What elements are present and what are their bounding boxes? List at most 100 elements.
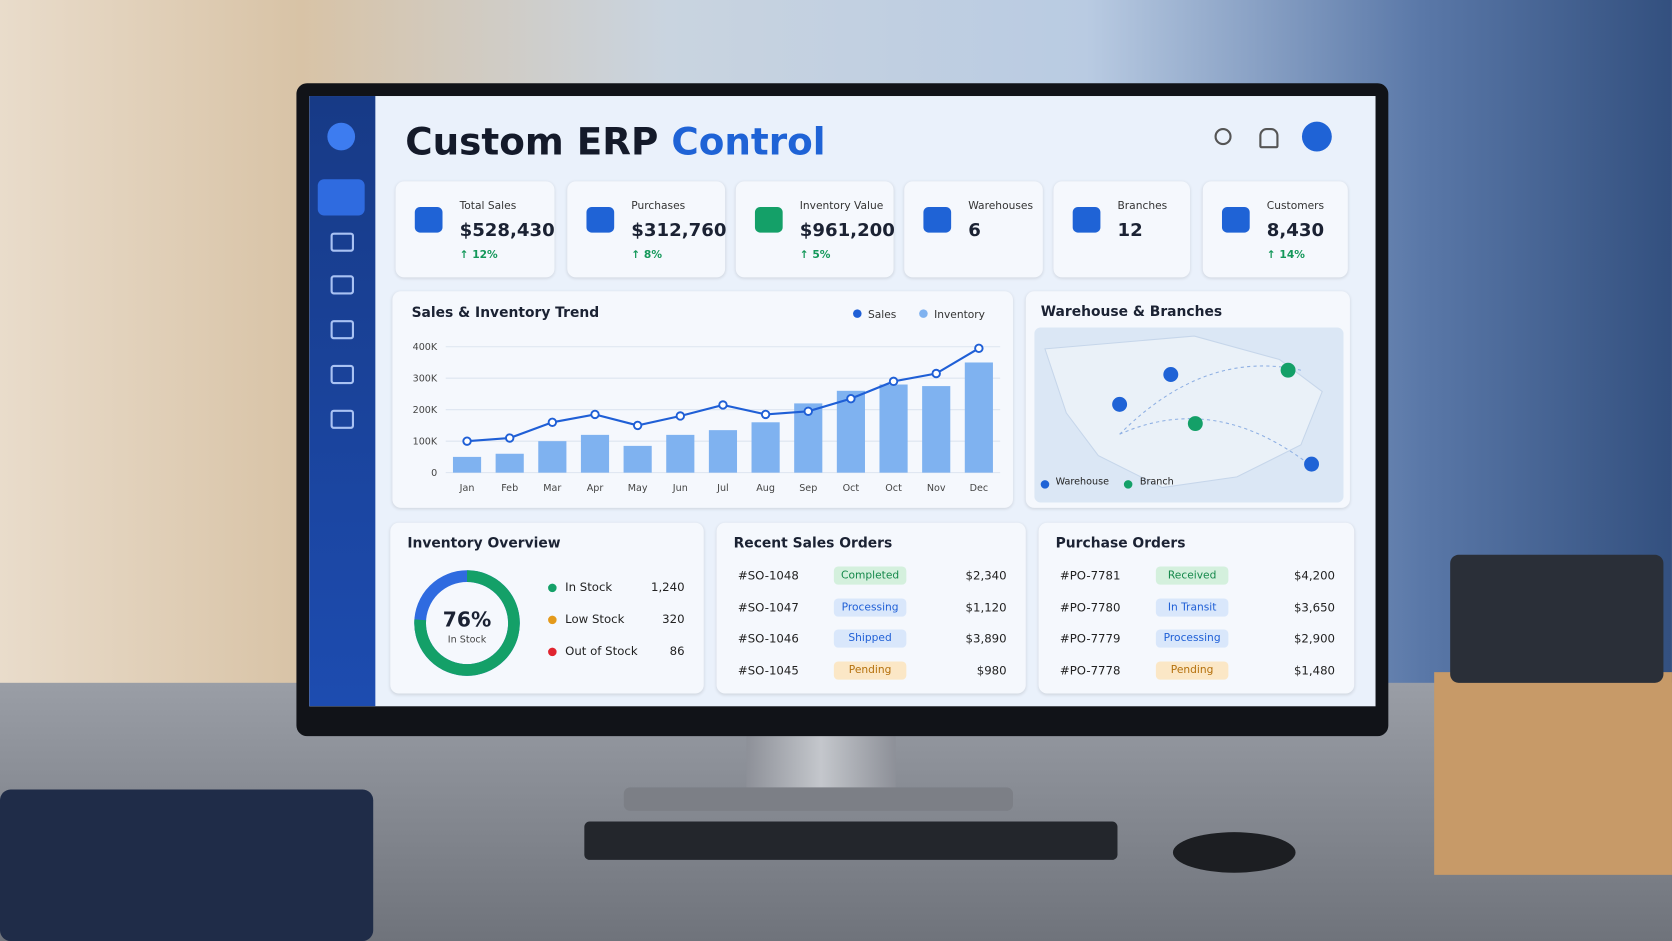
nav-cart[interactable] bbox=[330, 275, 355, 295]
line-point bbox=[718, 400, 728, 410]
nav-warehouse[interactable] bbox=[330, 364, 355, 385]
avatar[interactable] bbox=[1301, 121, 1332, 152]
order-amount: $1,480 bbox=[1293, 663, 1336, 677]
inventory-count: 1,240 bbox=[650, 580, 685, 595]
x-tick-label: Jul bbox=[716, 483, 729, 494]
bar bbox=[623, 445, 652, 473]
kpi-value: $961,200 bbox=[799, 219, 895, 242]
bar bbox=[922, 386, 951, 473]
x-tick-label: Aug bbox=[756, 483, 775, 494]
order-amount: $3,650 bbox=[1293, 600, 1336, 615]
bell-icon[interactable] bbox=[1259, 128, 1279, 149]
kpi-value: $312,760 bbox=[631, 219, 727, 242]
line-point bbox=[590, 409, 600, 420]
line-point bbox=[888, 376, 899, 387]
nav-inventory[interactable] bbox=[330, 320, 355, 340]
inventory-label: In Stock bbox=[565, 580, 613, 595]
line-point bbox=[632, 420, 643, 431]
line-point bbox=[675, 411, 685, 421]
status-pill: Pending bbox=[1155, 660, 1229, 680]
line-point bbox=[974, 343, 984, 354]
kpi-label: Purchases bbox=[631, 200, 686, 213]
status-pill: Processing bbox=[833, 597, 907, 617]
status-dot bbox=[548, 647, 557, 657]
map-panel: Warehouse & Branches Warehouse Branch bbox=[1025, 291, 1350, 508]
nav-reports[interactable] bbox=[330, 232, 355, 252]
kpi-icon bbox=[923, 206, 952, 233]
bar bbox=[836, 390, 865, 473]
legend-dot bbox=[1040, 480, 1050, 489]
bar bbox=[879, 384, 908, 473]
bar bbox=[964, 362, 993, 473]
pin[interactable] bbox=[1304, 456, 1320, 472]
x-tick-label: Nov bbox=[927, 483, 946, 494]
line-point bbox=[504, 433, 515, 443]
pin[interactable] bbox=[1187, 416, 1203, 432]
logo[interactable] bbox=[327, 122, 356, 151]
title: Custom ERP Control bbox=[405, 122, 825, 165]
kpi-value: $528,430 bbox=[459, 219, 555, 242]
bar bbox=[708, 430, 738, 473]
chart-title: Sales & Inventory Trend bbox=[412, 305, 600, 321]
purchase-orders-panel: Purchase Orders #PO-7781 Received $4,200 #P… bbox=[1038, 522, 1355, 694]
kpi-card: Inventory Value $961,200 ↑ 5% bbox=[735, 181, 895, 278]
inventory-label: Low Stock bbox=[565, 612, 625, 627]
x-tick-label: Jun bbox=[672, 483, 688, 494]
kpi-card: Warehouses 6 bbox=[904, 181, 1043, 278]
trend-panel: Sales & Inventory Trend 0 100K 200K 300K 400K… bbox=[392, 291, 1013, 508]
map-legend: Warehouse bbox=[1055, 476, 1109, 488]
jeans-stack bbox=[0, 789, 374, 941]
legend-dot bbox=[919, 309, 928, 318]
x-tick-label: Oct bbox=[843, 483, 860, 494]
order-id: #SO-1045 bbox=[737, 663, 799, 677]
nav-home[interactable] bbox=[317, 179, 365, 216]
order-id: #SO-1046 bbox=[737, 631, 799, 646]
order-id: #PO-7780 bbox=[1059, 600, 1121, 615]
bar bbox=[538, 441, 567, 473]
kpi-icon bbox=[1221, 206, 1250, 233]
line-point bbox=[760, 409, 771, 420]
order-amount: $3,890 bbox=[965, 631, 1007, 646]
inventory-title: Inventory Overview bbox=[407, 535, 561, 552]
order-id: #SO-1047 bbox=[737, 600, 799, 615]
y-tick-label: 100K bbox=[413, 436, 438, 447]
kpi-card: Total Sales $528,430 ↑ 12% bbox=[395, 181, 555, 278]
stand-neck bbox=[746, 730, 896, 795]
pin[interactable] bbox=[1112, 396, 1128, 412]
status-pill: In Transit bbox=[1155, 597, 1229, 617]
inventory-label: Out of Stock bbox=[565, 644, 638, 659]
x-tick-label: Dec bbox=[970, 483, 989, 494]
bar bbox=[495, 453, 524, 473]
y-tick-label: 0 bbox=[431, 468, 437, 479]
box bbox=[1434, 672, 1672, 875]
y-tick-label: 300K bbox=[413, 373, 438, 384]
gauge-caption: In Stock bbox=[448, 634, 487, 645]
legend-dot bbox=[853, 309, 862, 318]
kpi-icon bbox=[754, 206, 783, 233]
gauge: 76% In Stock bbox=[414, 570, 520, 676]
line-point bbox=[803, 406, 813, 416]
order-amount: $980 bbox=[976, 663, 1007, 677]
pos-terminal bbox=[1450, 554, 1664, 683]
pin[interactable] bbox=[1163, 367, 1179, 382]
kpi-label: Inventory Value bbox=[799, 200, 884, 213]
status-pill: Completed bbox=[833, 566, 907, 585]
status-pill: Received bbox=[1155, 566, 1229, 585]
bar bbox=[751, 422, 780, 473]
search-icon[interactable] bbox=[1214, 128, 1232, 146]
kpi-icon bbox=[414, 206, 443, 233]
kpi-change: ↑ 5% bbox=[799, 249, 831, 262]
x-tick-label: Sep bbox=[799, 483, 817, 494]
order-id: #PO-7778 bbox=[1059, 663, 1121, 677]
order-id: #PO-7779 bbox=[1059, 631, 1121, 646]
pin[interactable] bbox=[1280, 362, 1296, 378]
purchase-orders-title: Purchase Orders bbox=[1055, 535, 1186, 552]
title-main: Custom ERP bbox=[405, 121, 659, 165]
status-dot bbox=[548, 615, 557, 625]
x-tick-label: May bbox=[628, 483, 648, 494]
nav-users[interactable] bbox=[330, 409, 355, 429]
stand-base bbox=[623, 787, 1013, 811]
map-legend: Branch bbox=[1139, 476, 1174, 488]
